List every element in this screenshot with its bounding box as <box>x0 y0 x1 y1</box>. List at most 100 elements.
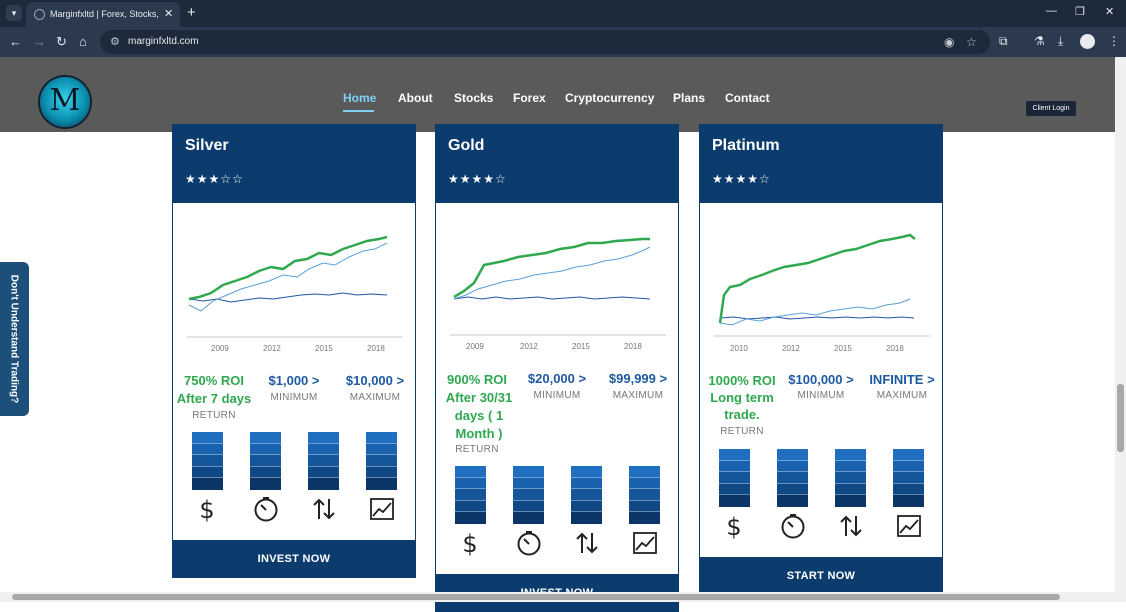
dollar-icon: $ <box>462 530 477 557</box>
browser-tab[interactable]: Marginfxltd | Forex, Stocks, Crypto ✕ <box>26 2 180 27</box>
return-label: RETURN <box>192 410 236 421</box>
maximum-label: MAXIMUM <box>612 390 664 401</box>
stacked-bar <box>777 449 808 507</box>
browser-tab-bar: ▾ Marginfxltd | Forex, Stocks, Crypto ✕ … <box>0 0 1126 27</box>
return-label: RETURN <box>720 426 764 437</box>
timer-icon <box>517 531 541 556</box>
address-bar[interactable]: ⚙ marginfxltd.com ◉ ☆ <box>100 30 990 54</box>
stacked-bar <box>250 432 281 490</box>
chart-series-flat <box>188 292 388 303</box>
nav-home[interactable]: Home <box>343 91 377 105</box>
dollar-icon: $ <box>199 496 214 523</box>
menu-kebab-icon[interactable]: ⋮ <box>1108 34 1120 48</box>
close-window-icon[interactable]: ✕ <box>1105 6 1115 18</box>
chart-line-icon <box>897 515 921 537</box>
transfer-arrows-icon <box>313 498 335 520</box>
plan-header: Gold ★★★★☆ <box>435 124 679 203</box>
stacked-bar <box>629 466 660 524</box>
x-tick-label: 2018 <box>624 342 642 351</box>
svg-text:$: $ <box>199 496 214 523</box>
x-tick-label: 2015 <box>834 344 852 353</box>
stacked-bar <box>571 466 602 524</box>
star-rating: ★★★★☆ <box>712 172 771 186</box>
svg-text:$: $ <box>726 513 741 540</box>
chart-line-icon <box>370 498 394 520</box>
nav-stocks[interactable]: Stocks <box>454 91 494 105</box>
plan-card-gold: Gold ★★★★☆ 2009 2012 2015 2018 900% ROI … <box>435 124 679 612</box>
horizontal-scrollbar[interactable] <box>0 592 1126 602</box>
transfer-arrows-icon <box>576 532 598 554</box>
horizontal-scroll-thumb[interactable] <box>12 594 1060 600</box>
nav-cryptocurrency[interactable]: Cryptocurrency <box>565 91 655 105</box>
nav-forex[interactable]: Forex <box>513 91 546 105</box>
site-logo[interactable]: M <box>40 77 90 127</box>
vertical-scroll-thumb[interactable] <box>1117 384 1124 452</box>
timer-icon <box>781 514 805 539</box>
plan-title: Silver <box>185 137 229 154</box>
x-tick-label: 2018 <box>367 344 385 353</box>
roi-value: 1000% ROI <box>708 373 776 388</box>
roi-detail: After 30/31 days ( 1 Month ) <box>445 390 513 441</box>
bookmark-star-icon[interactable]: ☆ <box>966 35 977 49</box>
nav-contact[interactable]: Contact <box>725 91 770 105</box>
restore-icon[interactable]: ❐ <box>1075 6 1085 18</box>
logo-letter: M <box>49 83 81 118</box>
new-tab-button[interactable]: + <box>187 4 196 21</box>
chart-series-main <box>453 237 650 299</box>
browser-toolbar: ← → ↻ ⌂ ⚙ marginfxltd.com ◉ ☆ ⧉ ⚗ ⤓ ⋮ <box>0 27 1126 57</box>
maximum-value[interactable]: $10,000 > <box>345 373 405 388</box>
stacked-bar <box>893 449 924 507</box>
plan-header: Platinum ★★★★☆ <box>699 124 943 203</box>
download-icon[interactable]: ⤓ <box>1058 34 1064 48</box>
star-rating: ★★★★☆ <box>448 172 507 186</box>
svg-text:$: $ <box>462 530 477 557</box>
performance-chart: 2009 2012 2015 2018 <box>187 235 403 353</box>
chart-line-icon <box>633 532 657 554</box>
client-login-button[interactable]: Client Login <box>1026 101 1076 116</box>
minimum-value[interactable]: $100,000 > <box>788 372 854 387</box>
maximum-value[interactable]: $99,999 > <box>608 371 668 386</box>
maximum-value[interactable]: INFINITE > <box>869 372 935 387</box>
trading-help-tab[interactable]: Don't Understand Trading? <box>0 262 29 416</box>
roi-detail: Long term trade. <box>710 390 774 422</box>
roi-detail: After 7 days <box>176 391 252 406</box>
x-tick-label: 2012 <box>263 344 281 353</box>
forward-icon[interactable]: → <box>33 34 46 49</box>
tab-search-button[interactable]: ▾ <box>6 5 22 21</box>
eye-off-icon[interactable]: ◉ <box>944 35 955 49</box>
chart-series-mid <box>453 246 651 300</box>
tab-title: Marginfxltd | Forex, Stocks, Crypto <box>50 9 160 19</box>
chart-series-flat <box>453 296 651 300</box>
url-text: marginfxltd.com <box>128 36 199 47</box>
close-tab-icon[interactable]: ✕ <box>164 8 174 20</box>
stacked-bar <box>192 432 223 490</box>
plan-title: Platinum <box>712 137 780 154</box>
transfer-arrows-icon <box>840 515 862 537</box>
home-icon[interactable]: ⌂ <box>79 34 87 49</box>
vertical-scrollbar[interactable] <box>1115 57 1126 592</box>
chart-series-flat <box>719 316 915 320</box>
chart-series-mid <box>719 298 911 326</box>
plan-title: Gold <box>448 137 485 154</box>
back-icon[interactable]: ← <box>9 34 22 49</box>
globe-icon <box>34 9 45 20</box>
minimum-value[interactable]: $20,000 > <box>527 371 587 386</box>
minimum-label: MINIMUM <box>533 390 581 401</box>
minimum-label: MINIMUM <box>270 392 318 403</box>
labs-icon[interactable]: ⚗ <box>1034 34 1045 48</box>
x-tick-label: 2012 <box>520 342 538 351</box>
profile-avatar[interactable] <box>1080 34 1095 49</box>
minimum-value[interactable]: $1,000 > <box>268 373 320 388</box>
invest-now-button[interactable]: INVEST NOW <box>172 540 416 578</box>
stacked-bar <box>719 449 750 507</box>
site-info-icon[interactable]: ⚙ <box>110 36 120 48</box>
maximum-label: MAXIMUM <box>876 390 928 401</box>
reload-icon[interactable]: ↻ <box>56 34 67 49</box>
nav-about[interactable]: About <box>398 91 433 105</box>
minimize-icon[interactable]: — <box>1046 5 1057 17</box>
extensions-icon[interactable]: ⧉ <box>999 34 1008 48</box>
roi-value: 900% ROI <box>447 372 507 387</box>
start-now-button[interactable]: START NOW <box>699 557 943 595</box>
x-tick-label: 2009 <box>466 342 484 351</box>
nav-plans[interactable]: Plans <box>673 91 706 105</box>
